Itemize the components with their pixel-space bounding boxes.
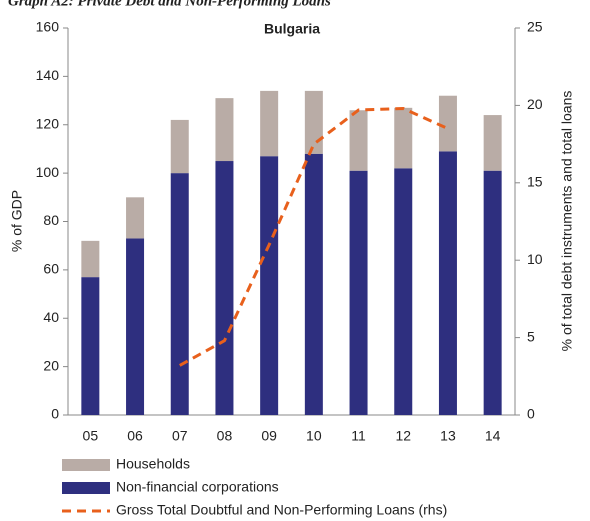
- x-tick-label: 12: [395, 428, 411, 444]
- y2-tick-label: 0: [527, 406, 535, 422]
- chart-title: Bulgaria: [264, 21, 320, 37]
- x-tick-label: 05: [83, 428, 99, 444]
- y-tick-label: 80: [43, 212, 59, 228]
- bar-segment: [260, 90, 279, 157]
- y-tick-label: 120: [36, 115, 60, 131]
- y2-tick-label: 10: [527, 251, 543, 267]
- chart-heading: Graph A2: Private Debt and Non-Performin…: [8, 0, 331, 9]
- bar-segment: [81, 277, 100, 415]
- x-tick-label: 14: [485, 428, 501, 444]
- y-tick-label: 20: [43, 357, 59, 373]
- y2-tick-label: 25: [527, 19, 543, 35]
- y-axis-label: % of GDP: [9, 190, 25, 252]
- y2-axis-label: % of total debt instruments and total lo…: [559, 91, 575, 352]
- y2-tick-label: 5: [527, 328, 535, 344]
- x-tick-label: 08: [217, 428, 233, 444]
- y-tick-label: 40: [43, 309, 59, 325]
- y2-tick-label: 20: [527, 96, 543, 112]
- bar-segment: [483, 170, 502, 415]
- y-tick-label: 100: [36, 164, 60, 180]
- bar-segment: [170, 119, 189, 174]
- y-tick-label: 60: [43, 261, 59, 277]
- y-tick-label: 0: [51, 406, 59, 422]
- line-series: [179, 106, 449, 367]
- bar-segment: [126, 197, 145, 239]
- bar-segment: [170, 173, 189, 415]
- bar-segment: [126, 238, 145, 415]
- legend-label: Households: [116, 456, 190, 472]
- bar-segment: [349, 170, 368, 415]
- x-tick-label: 06: [127, 428, 143, 444]
- legend-label: Gross Total Doubtful and Non-Performing …: [116, 502, 447, 518]
- bar-segment: [215, 161, 234, 415]
- bar-segment: [483, 115, 502, 171]
- x-tick-label: 10: [306, 428, 322, 444]
- x-tick-label: 11: [351, 428, 366, 444]
- bar-segment: [438, 95, 457, 152]
- bar-segment: [394, 107, 413, 169]
- legend-swatch: [62, 459, 110, 471]
- legend-label: Non-financial corporations: [116, 479, 279, 495]
- x-tick-label: 09: [261, 428, 277, 444]
- bar-segment: [349, 110, 368, 171]
- y2-tick-label: 15: [527, 174, 543, 190]
- bar-segment: [438, 151, 457, 415]
- legend-swatch: [62, 482, 110, 494]
- x-tick-label: 07: [172, 428, 188, 444]
- bar-segment: [260, 156, 279, 415]
- y-tick-label: 140: [36, 67, 60, 83]
- bar-segment: [304, 153, 323, 415]
- bar-segment: [304, 90, 323, 154]
- bar-segment: [394, 168, 413, 415]
- y-tick-label: 160: [36, 19, 60, 35]
- bar-segment: [81, 240, 100, 278]
- bar-segment: [215, 98, 234, 162]
- x-tick-label: 13: [440, 428, 456, 444]
